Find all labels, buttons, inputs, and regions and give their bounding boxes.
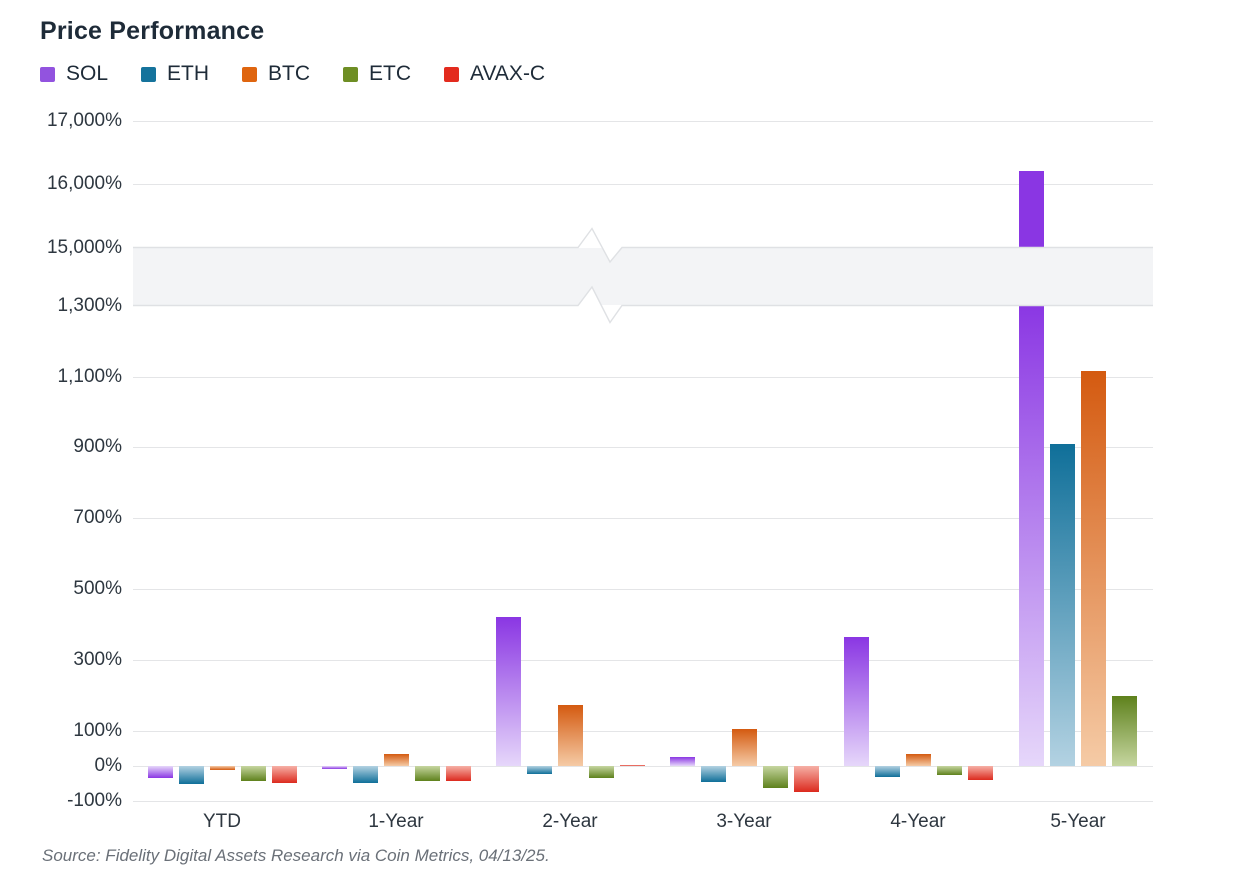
legend-swatch-avax-c (444, 66, 460, 82)
y-axis-tick-label: 16,000% (46, 173, 122, 194)
gridline (133, 447, 1153, 448)
legend-item-eth: ETH (141, 62, 209, 86)
legend-item-btc: BTC (242, 62, 310, 86)
source-note: Source: Fidelity Digital Assets Research… (42, 846, 550, 865)
y-axis-tick-label: 15,000% (46, 236, 122, 258)
x-axis-label-1-year: 1-Year (368, 811, 424, 832)
y-axis-tick-label: -100% (67, 790, 122, 812)
gridline (133, 731, 1153, 732)
gridline (133, 377, 1153, 378)
bar-btc-1-year (384, 754, 409, 766)
gridline (133, 121, 1153, 122)
legend-label: AVAX-C (470, 62, 546, 85)
bar-etc-4-year (937, 766, 962, 776)
legend-item-avax-c: AVAX-C (444, 62, 545, 86)
bar-eth-5-year (1050, 444, 1075, 766)
bar-eth-4-year (875, 766, 900, 777)
y-axis-tick-label: 1,100% (57, 365, 122, 387)
bar-etc-5-year (1112, 695, 1137, 766)
axis-break-band (133, 248, 1153, 305)
bar-sol-4-year (844, 636, 869, 766)
bar-avax-c-ytd (272, 766, 297, 783)
bar-etc-1-year (415, 766, 440, 782)
bar-avax-c-3-year (794, 766, 819, 793)
bar-btc-5-year (1081, 371, 1106, 766)
bar-btc-2-year (558, 705, 583, 766)
legend-swatch-sol (40, 66, 55, 82)
bar-eth-3-year (701, 766, 726, 782)
legend-swatch-eth (141, 66, 157, 82)
bar-sol-ytd (148, 766, 173, 778)
bar-avax-c-1-year (446, 766, 471, 782)
bar-eth-2-year (527, 766, 552, 774)
x-axis-label-4-year: 4-Year (890, 811, 946, 832)
legend-label: ETH (167, 62, 210, 85)
bar-eth-ytd (179, 766, 204, 784)
legend-swatch-etc (343, 66, 359, 82)
bar-etc-ytd (241, 766, 266, 781)
gridline (133, 184, 1153, 185)
x-axis-label-ytd: YTD (203, 811, 241, 832)
legend-swatch-btc (242, 66, 258, 82)
bar-eth-1-year (353, 766, 378, 783)
x-axis-label-5-year: 5-Year (1050, 811, 1106, 832)
y-axis-tick-label: 1,300% (57, 294, 122, 316)
y-axis-tick-label: 900% (73, 436, 122, 458)
gridline (133, 801, 1153, 802)
gridline (133, 660, 1153, 661)
legend-label: BTC (268, 62, 311, 85)
y-axis-tick-label: 100% (73, 719, 122, 741)
bar-btc-3-year (732, 728, 757, 766)
gridline (133, 518, 1153, 519)
legend-item-etc: ETC (343, 62, 411, 86)
x-axis-label-2-year: 2-Year (542, 811, 598, 832)
bar-avax-c-4-year (968, 766, 993, 781)
legend-label: SOL (66, 62, 109, 85)
y-axis-tick-label: 700% (73, 507, 122, 529)
bar-sol-3-year (670, 757, 695, 766)
bar-btc-4-year (906, 754, 931, 766)
y-axis-tick-label: 500% (73, 578, 122, 600)
gridline (133, 766, 1153, 767)
chart-title: Price Performance (40, 17, 265, 45)
x-axis-label-3-year: 3-Year (716, 811, 772, 832)
gridline (133, 589, 1153, 590)
legend: SOL ETH BTC ETC AVAX-C (40, 62, 545, 86)
bar-etc-3-year (763, 766, 788, 788)
bar-sol-2-year (496, 617, 521, 766)
bar-btc-ytd (210, 766, 235, 771)
bar-sol-1-year (322, 766, 347, 769)
y-axis-tick-label: 17,000% (46, 109, 122, 131)
legend-item-sol: SOL (40, 62, 108, 86)
y-axis-tick-label: 0% (94, 755, 122, 776)
y-axis-tick-label: 300% (73, 648, 122, 670)
bar-etc-2-year (589, 766, 614, 779)
bar-avax-c-2-year (620, 764, 645, 766)
legend-label: ETC (369, 62, 412, 85)
